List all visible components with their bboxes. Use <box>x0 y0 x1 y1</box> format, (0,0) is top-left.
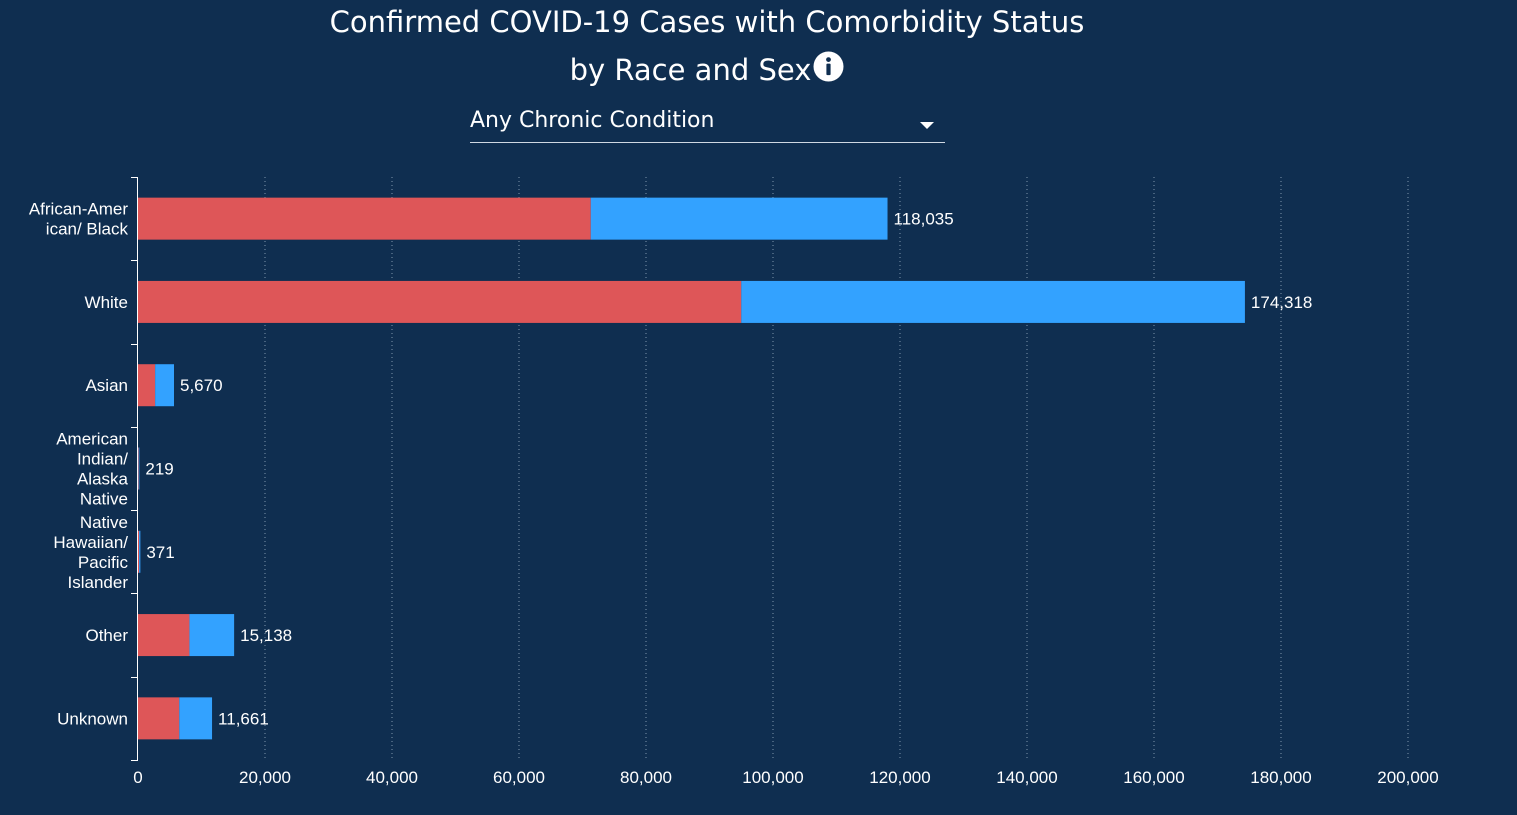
data-label: 15,138 <box>240 626 292 645</box>
x-tick-label: 140,000 <box>996 768 1057 787</box>
chart-title-line-2: by Race and Sex <box>0 51 1414 89</box>
y-tick-label: Native <box>80 490 128 509</box>
y-tick-label: Indian/ <box>77 450 128 469</box>
y-tick-label: Hawaiian/ <box>53 533 128 552</box>
y-tick-label: Unknown <box>57 709 128 728</box>
y-tick-label: African-Amer <box>29 200 129 219</box>
x-tick-label: 100,000 <box>742 768 803 787</box>
x-tick-label: 180,000 <box>1250 768 1311 787</box>
y-tick-label: Asian <box>85 376 128 395</box>
x-tick-label: 200,000 <box>1377 768 1438 787</box>
data-label: 371 <box>146 543 174 562</box>
x-tick-label: 80,000 <box>620 768 672 787</box>
y-tick-label: Islander <box>68 573 129 592</box>
x-tick-label: 60,000 <box>493 768 545 787</box>
y-tick-label: Other <box>85 626 128 645</box>
bar-segment <box>138 530 140 573</box>
y-tick-label: ican/ Black <box>46 220 129 239</box>
bar-segment <box>139 530 141 573</box>
bar-segment <box>138 447 139 490</box>
x-tick-label: 40,000 <box>366 768 418 787</box>
bar-segment <box>179 697 213 740</box>
bar-segment <box>138 197 591 240</box>
bar-segment <box>741 280 1245 323</box>
y-tick-label: Native <box>80 513 128 532</box>
condition-dropdown[interactable]: Any Chronic Condition <box>470 104 945 143</box>
condition-dropdown-value: Any Chronic Condition <box>470 108 715 133</box>
bar-segment <box>189 614 235 657</box>
chart-title-line-1: Confirmed COVID-19 Cases with Comorbidit… <box>329 5 1085 39</box>
data-label: 219 <box>145 460 173 479</box>
x-tick-label: 0 <box>133 768 142 787</box>
bar-segment <box>138 447 140 490</box>
bar-segment <box>138 364 156 407</box>
caret-down-icon[interactable] <box>920 122 934 129</box>
data-label: 11,661 <box>218 709 269 728</box>
x-tick-label: 160,000 <box>1123 768 1184 787</box>
x-tick-label: 120,000 <box>869 768 930 787</box>
info-circle-icon[interactable] <box>813 51 844 89</box>
y-tick-label: Pacific <box>78 553 129 572</box>
bar-segment <box>138 697 180 740</box>
y-tick-label: Alaska <box>77 470 129 489</box>
bar-segment <box>155 364 175 407</box>
x-tick-label: 20,000 <box>239 768 291 787</box>
y-tick-label: American <box>56 430 128 449</box>
data-label: 174,318 <box>1251 293 1312 312</box>
data-label: 5,670 <box>180 376 223 395</box>
data-label: 118,035 <box>894 210 954 229</box>
bar-segment <box>138 280 742 323</box>
bar-segment <box>590 197 888 240</box>
bar-segment <box>138 614 190 657</box>
y-tick-label: White <box>85 293 128 312</box>
chart-title-line-2-text: by Race and Sex <box>569 53 812 87</box>
